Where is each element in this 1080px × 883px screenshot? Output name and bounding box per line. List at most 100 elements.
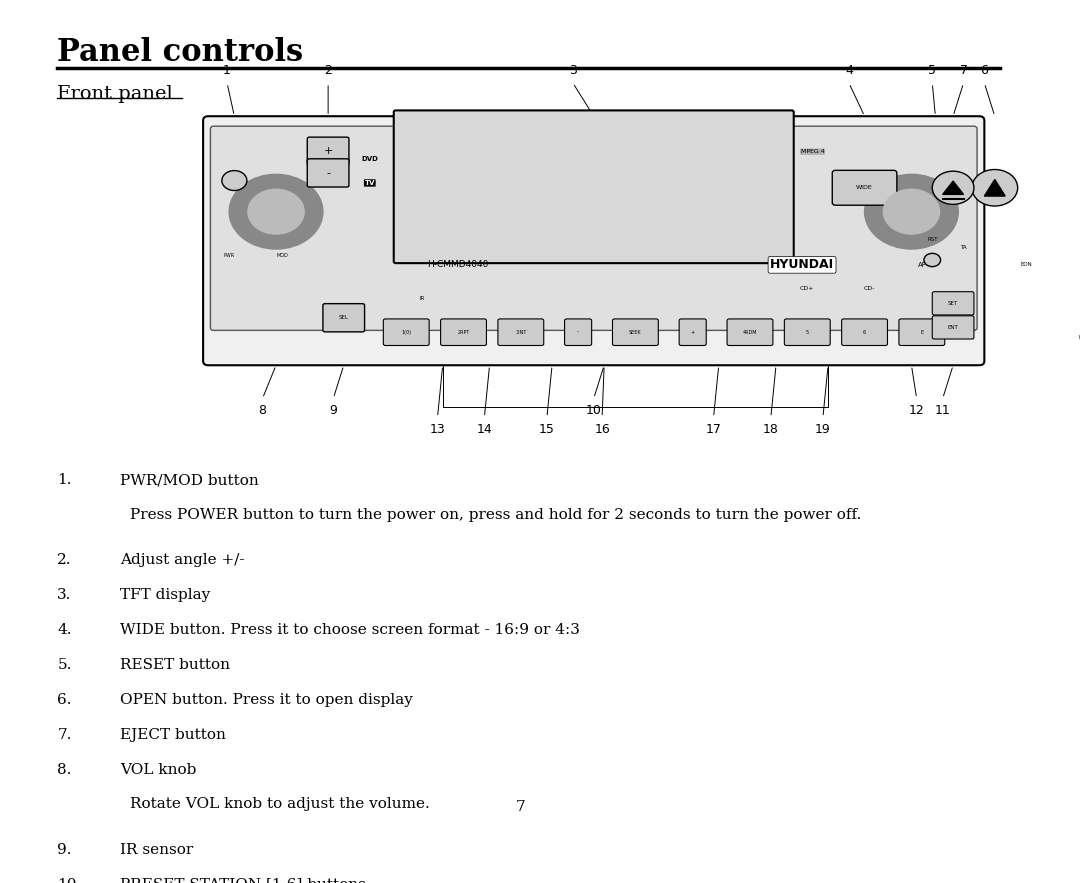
Circle shape (923, 253, 941, 267)
Text: OPEN button. Press it to open display: OPEN button. Press it to open display (120, 693, 413, 706)
Text: 15: 15 (539, 424, 555, 436)
Text: IR: IR (419, 296, 424, 301)
Text: 2.: 2. (57, 554, 71, 568)
Text: 6.: 6. (57, 693, 71, 706)
FancyBboxPatch shape (498, 319, 543, 345)
FancyBboxPatch shape (441, 319, 486, 345)
Text: WIDE: WIDE (856, 185, 873, 190)
Text: 10: 10 (585, 404, 602, 418)
FancyBboxPatch shape (932, 316, 974, 339)
FancyBboxPatch shape (932, 291, 974, 315)
FancyBboxPatch shape (612, 319, 659, 345)
Text: RESET button: RESET button (120, 658, 230, 672)
Text: 4.: 4. (57, 623, 71, 637)
Text: HYUNDAI: HYUNDAI (770, 259, 834, 271)
Text: Front panel: Front panel (57, 85, 173, 102)
FancyBboxPatch shape (899, 319, 945, 345)
Text: 3INT: 3INT (515, 329, 527, 335)
Text: PTY: PTY (1079, 335, 1080, 340)
Text: 12: 12 (908, 404, 924, 418)
FancyBboxPatch shape (679, 319, 706, 345)
Text: 4: 4 (845, 64, 853, 77)
Text: 7.: 7. (57, 728, 71, 742)
Text: PRESET STATION [1-6] buttons: PRESET STATION [1-6] buttons (120, 878, 366, 883)
Text: 5: 5 (929, 64, 936, 77)
Text: 7: 7 (959, 64, 968, 77)
Text: 4RDM: 4RDM (743, 329, 757, 335)
Text: 9: 9 (329, 404, 337, 418)
Polygon shape (984, 179, 1005, 196)
Text: 7: 7 (516, 800, 526, 814)
Text: -: - (577, 329, 579, 335)
Text: 5: 5 (806, 329, 809, 335)
Text: 3.: 3. (57, 588, 71, 602)
Text: 9.: 9. (57, 842, 71, 857)
Text: Rotate VOL knob to adjust the volume.: Rotate VOL knob to adjust the volume. (131, 797, 430, 811)
Text: -: - (326, 168, 330, 177)
Text: 16: 16 (594, 424, 610, 436)
Text: 8: 8 (258, 404, 267, 418)
Text: 5.: 5. (57, 658, 71, 672)
Text: MPEG 4: MPEG 4 (800, 149, 824, 155)
Text: 18: 18 (762, 424, 779, 436)
Text: 13: 13 (430, 424, 445, 436)
FancyBboxPatch shape (727, 319, 773, 345)
Circle shape (248, 189, 305, 234)
Text: +: + (690, 329, 694, 335)
Text: 17: 17 (705, 424, 721, 436)
Text: 6: 6 (981, 64, 988, 77)
Text: CD-: CD- (864, 286, 876, 291)
FancyBboxPatch shape (394, 110, 794, 263)
Circle shape (883, 189, 940, 234)
FancyBboxPatch shape (841, 319, 888, 345)
Text: 2RPT: 2RPT (457, 329, 470, 335)
Text: DVD: DVD (362, 156, 378, 162)
Text: SET: SET (948, 301, 958, 306)
Text: IR sensor: IR sensor (120, 842, 193, 857)
FancyBboxPatch shape (323, 304, 365, 332)
Text: 1: 1 (224, 64, 231, 77)
Text: AF: AF (918, 261, 927, 268)
Text: Press POWER button to turn the power on, press and hold for 2 seconds to turn th: Press POWER button to turn the power on,… (131, 508, 862, 522)
FancyBboxPatch shape (784, 319, 831, 345)
Text: 19: 19 (815, 424, 831, 436)
Text: VOL knob: VOL knob (120, 763, 197, 776)
Text: EJECT button: EJECT button (120, 728, 226, 742)
Text: MOD: MOD (276, 253, 287, 258)
FancyBboxPatch shape (203, 117, 984, 366)
Text: Panel controls: Panel controls (57, 37, 303, 68)
Text: H-CMMD4040: H-CMMD4040 (427, 260, 488, 269)
Text: SEL: SEL (339, 315, 349, 321)
FancyBboxPatch shape (833, 170, 896, 205)
Circle shape (221, 170, 247, 191)
Text: SEEK: SEEK (629, 329, 642, 335)
FancyBboxPatch shape (308, 159, 349, 187)
Text: 14: 14 (476, 424, 492, 436)
Text: EON: EON (1021, 262, 1031, 268)
Text: 11: 11 (935, 404, 950, 418)
Text: 1(0): 1(0) (402, 329, 411, 335)
Text: 10.: 10. (57, 878, 82, 883)
Text: E: E (920, 329, 923, 335)
Circle shape (229, 174, 323, 249)
Text: TFT display: TFT display (120, 588, 210, 602)
Text: WIDE button. Press it to choose screen format - 16:9 or 4:3: WIDE button. Press it to choose screen f… (120, 623, 580, 637)
FancyBboxPatch shape (211, 126, 977, 330)
Text: 1.: 1. (57, 473, 71, 487)
Text: Adjust angle +/-: Adjust angle +/- (120, 554, 244, 568)
Text: +: + (323, 147, 333, 156)
Text: CD+: CD+ (800, 286, 814, 291)
Text: ENT: ENT (948, 325, 958, 330)
Circle shape (865, 174, 958, 249)
FancyBboxPatch shape (565, 319, 592, 345)
FancyBboxPatch shape (383, 319, 429, 345)
Polygon shape (943, 181, 963, 194)
FancyBboxPatch shape (1063, 326, 1080, 349)
Text: RST: RST (927, 237, 937, 242)
Text: PWR/MOD button: PWR/MOD button (120, 473, 258, 487)
Text: TV: TV (365, 180, 375, 186)
Text: TA: TA (960, 245, 967, 251)
Text: 6: 6 (863, 329, 866, 335)
FancyBboxPatch shape (308, 137, 349, 165)
Circle shape (972, 170, 1017, 206)
